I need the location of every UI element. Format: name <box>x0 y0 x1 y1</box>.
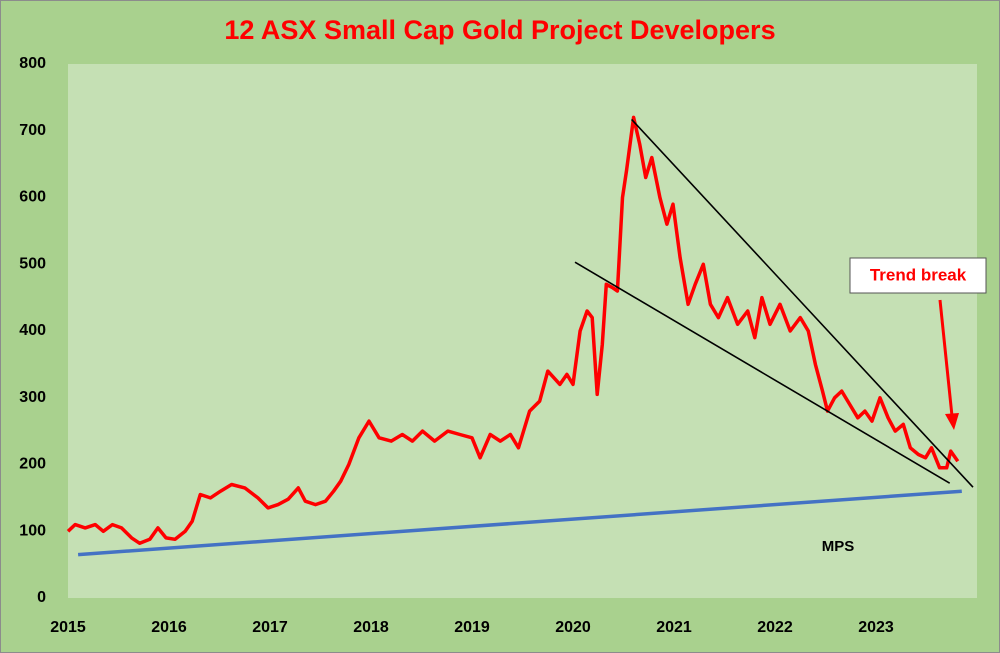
x-tick-label: 2019 <box>454 619 490 636</box>
y-tick-label: 400 <box>19 322 46 339</box>
y-tick-label: 0 <box>37 589 46 606</box>
line <box>631 118 974 488</box>
y-tick-label: 200 <box>19 456 46 473</box>
series-label: MPS <box>822 538 855 555</box>
y-tick-label: 100 <box>19 522 46 539</box>
x-tick-label: 2022 <box>757 619 793 636</box>
plot-area <box>68 64 977 598</box>
x-tick-label: 2021 <box>656 619 692 636</box>
y-tick-label: 600 <box>19 189 46 206</box>
arrow-head <box>945 413 959 430</box>
line <box>574 261 951 484</box>
x-tick-label: 2023 <box>858 619 894 636</box>
y-tick-label: 700 <box>19 122 46 139</box>
y-tick-label: 300 <box>19 389 46 406</box>
y-tick-label: 500 <box>19 255 46 272</box>
x-tick-label: 2015 <box>50 619 86 636</box>
x-tick-label: 2020 <box>555 619 591 636</box>
x-tick-label: 2018 <box>353 619 389 636</box>
annotation: Trend break <box>870 265 967 284</box>
annotation-box <box>849 257 987 294</box>
arrow <box>938 299 954 417</box>
line <box>66 115 960 546</box>
y-tick-label: 800 <box>19 55 46 72</box>
x-tick-label: 2017 <box>252 619 288 636</box>
marks <box>66 115 974 557</box>
chart-title: 12 ASX Small Cap Gold Project Developers <box>224 15 775 45</box>
line <box>77 489 962 557</box>
x-tick-label: 2016 <box>151 619 187 636</box>
